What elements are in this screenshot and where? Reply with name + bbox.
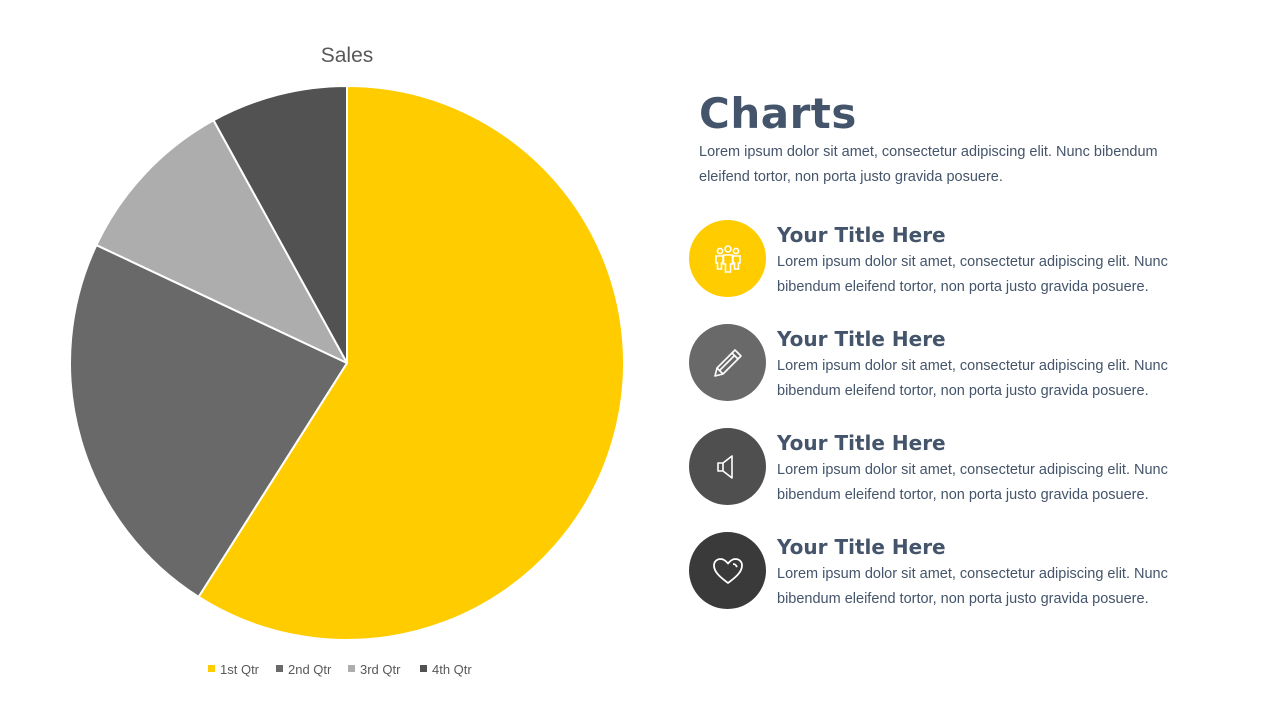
feature-title-2: Your Title Here — [777, 327, 946, 351]
legend-label-1: 1st Qtr — [220, 662, 260, 677]
feature-text-1: Lorem ipsum dolor sit amet, consectetur … — [777, 254, 1168, 295]
pencil-icon — [713, 348, 742, 377]
feature-title-1: Your Title Here — [777, 223, 946, 247]
intro-text: Lorem ipsum dolor sit amet, consectetur … — [699, 144, 1158, 185]
legend-label-4: 4th Qtr — [432, 662, 472, 677]
feature-text-3: Lorem ipsum dolor sit amet, consectetur … — [777, 462, 1168, 503]
pie-slices — [69, 85, 625, 641]
feature-text-4: Lorem ipsum dolor sit amet, consectetur … — [777, 566, 1168, 607]
page-heading: Charts — [699, 89, 857, 138]
feature-title-4: Your Title Here — [777, 535, 946, 559]
pie-slice-2 — [69, 244, 348, 598]
legend-swatch-4 — [420, 665, 427, 672]
feature-icon-circle-3 — [689, 428, 766, 505]
heart-icon — [712, 557, 743, 584]
pie-slice-1 — [197, 85, 625, 641]
sales-pie-chart: Sales 1st Qtr 2nd Qtr 3rd Qtr 4th Qtr — [69, 44, 625, 677]
feature-title-3: Your Title Here — [777, 431, 946, 455]
feature-item-1: Your Title Here Lorem ipsum dolor sit am… — [689, 220, 1229, 300]
legend-swatch-3 — [348, 665, 355, 672]
chart-legend: 1st Qtr 2nd Qtr 3rd Qtr 4th Qtr — [208, 662, 472, 677]
legend-swatch-2 — [276, 665, 283, 672]
speaker-icon — [716, 454, 733, 479]
chart-title: Sales — [321, 44, 374, 67]
pie-slice-3 — [95, 119, 348, 364]
feature-icon-circle-4 — [689, 532, 766, 609]
pie-slice-4 — [212, 85, 348, 364]
feature-item-3: Your Title Here Lorem ipsum dolor sit am… — [689, 428, 1229, 508]
feature-icon-circle-2 — [689, 324, 766, 401]
legend-label-2: 2nd Qtr — [288, 662, 332, 677]
legend-label-3: 3rd Qtr — [360, 662, 401, 677]
legend-swatch-1 — [208, 665, 215, 672]
feature-item-4: Your Title Here Lorem ipsum dolor sit am… — [689, 532, 1229, 612]
team-icon — [714, 244, 741, 273]
feature-item-2: Your Title Here Lorem ipsum dolor sit am… — [689, 324, 1229, 404]
feature-icon-circle-1 — [689, 220, 766, 297]
feature-text-2: Lorem ipsum dolor sit amet, consectetur … — [777, 358, 1168, 399]
